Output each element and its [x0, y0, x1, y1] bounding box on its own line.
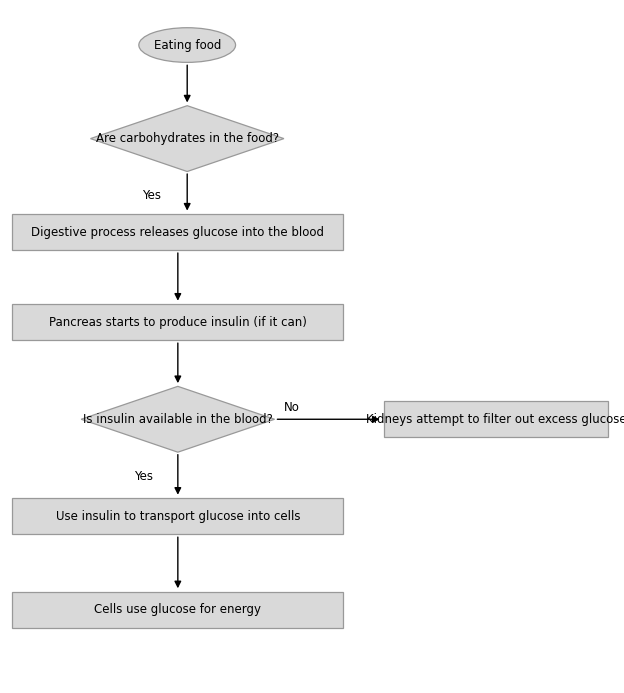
Polygon shape — [81, 387, 275, 452]
Text: Digestive process releases glucose into the blood: Digestive process releases glucose into … — [31, 226, 324, 238]
Text: No: No — [284, 401, 300, 414]
FancyBboxPatch shape — [12, 214, 343, 250]
FancyBboxPatch shape — [12, 592, 343, 628]
Ellipse shape — [139, 28, 236, 62]
FancyBboxPatch shape — [384, 401, 608, 437]
Text: Are carbohydrates in the food?: Are carbohydrates in the food? — [95, 132, 279, 145]
FancyBboxPatch shape — [12, 304, 343, 340]
FancyBboxPatch shape — [12, 498, 343, 534]
Text: Use insulin to transport glucose into cells: Use insulin to transport glucose into ce… — [56, 510, 300, 523]
Text: Pancreas starts to produce insulin (if it can): Pancreas starts to produce insulin (if i… — [49, 316, 307, 328]
Polygon shape — [90, 105, 284, 171]
Text: Yes: Yes — [142, 189, 161, 202]
Text: Kidneys attempt to filter out excess glucose: Kidneys attempt to filter out excess glu… — [366, 413, 624, 426]
Text: Cells use glucose for energy: Cells use glucose for energy — [94, 604, 261, 616]
Text: Yes: Yes — [134, 471, 153, 483]
Text: Is insulin available in the blood?: Is insulin available in the blood? — [83, 413, 273, 426]
Text: Eating food: Eating food — [154, 39, 221, 51]
